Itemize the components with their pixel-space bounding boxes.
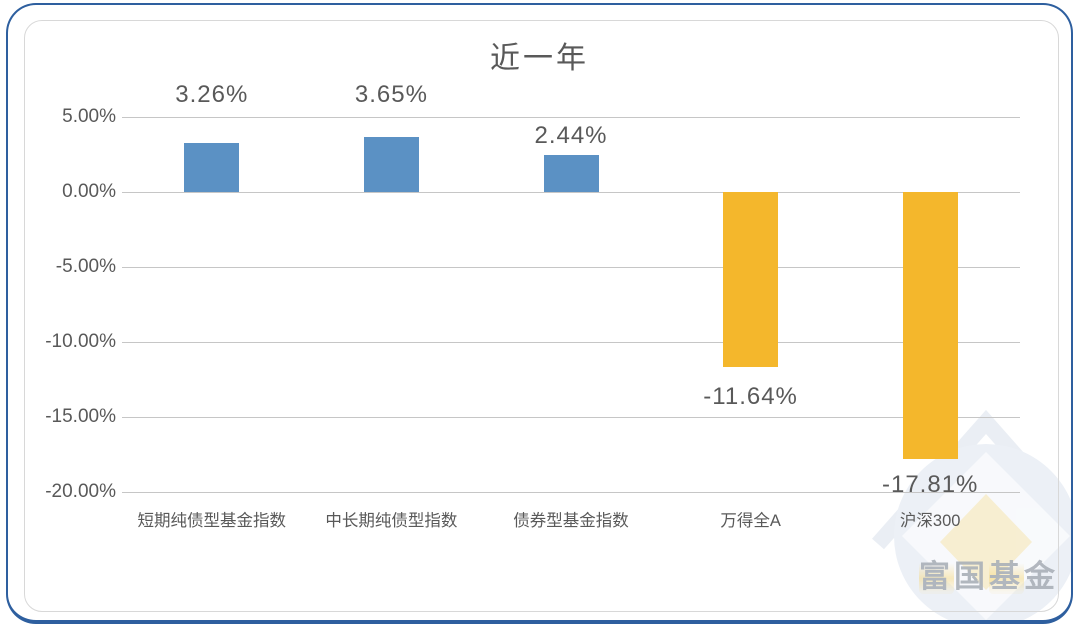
bar-万得全A (723, 192, 779, 367)
watermark-char: 基 (989, 559, 1024, 594)
bar-沪深300 (902, 192, 958, 460)
y-axis-label: 5.00% (62, 106, 116, 127)
report-card: 富国基金 近一年 5.00% 0.00% -5.00% -10.00% -15.00% -… (6, 3, 1073, 624)
gridline (122, 342, 1020, 343)
gridline (122, 492, 1020, 493)
gridline (122, 267, 1020, 268)
x-axis-label: 万得全A (720, 512, 781, 530)
x-axis-label: 短期纯债型基金指数 (137, 512, 287, 530)
x-axis-label: 沪深300 (899, 512, 961, 530)
value-label: -11.64% (703, 382, 798, 410)
gridline (122, 192, 1020, 193)
y-axis-label: -10.00% (45, 331, 116, 352)
y-axis-label: -5.00% (55, 256, 116, 277)
value-label: 3.26% (175, 81, 249, 109)
watermark-char: 富 (919, 559, 954, 594)
gridline (122, 117, 1020, 118)
value-label: -17.81% (881, 471, 979, 499)
bar-短期纯债型基金指数 (184, 143, 240, 192)
x-axis-label: 债券型基金指数 (513, 512, 629, 530)
watermark-char: 国 (954, 559, 989, 594)
watermark-text: 富国基金 (919, 551, 1059, 596)
value-label: 3.65% (354, 81, 428, 109)
plot-area: 5.00% 0.00% -5.00% -10.00% -15.00% -20.00% 3.2… (8, 5, 1071, 620)
y-axis-label: 0.00% (62, 181, 116, 202)
bar-债券型基金指数 (543, 155, 599, 192)
y-axis-label: -15.00% (45, 406, 116, 427)
fullgoal-logo-icon (872, 409, 1071, 620)
chart-frame (24, 20, 1059, 612)
bar-中长期纯债型指数 (363, 137, 419, 192)
gridline (122, 417, 1020, 418)
value-label: 2.44% (534, 122, 608, 150)
y-axis-label: -20.00% (45, 481, 116, 502)
watermark-char: 金 (1024, 559, 1059, 594)
x-axis-label: 中长期纯债型指数 (325, 512, 458, 530)
chart-title: 近一年 (490, 42, 589, 75)
